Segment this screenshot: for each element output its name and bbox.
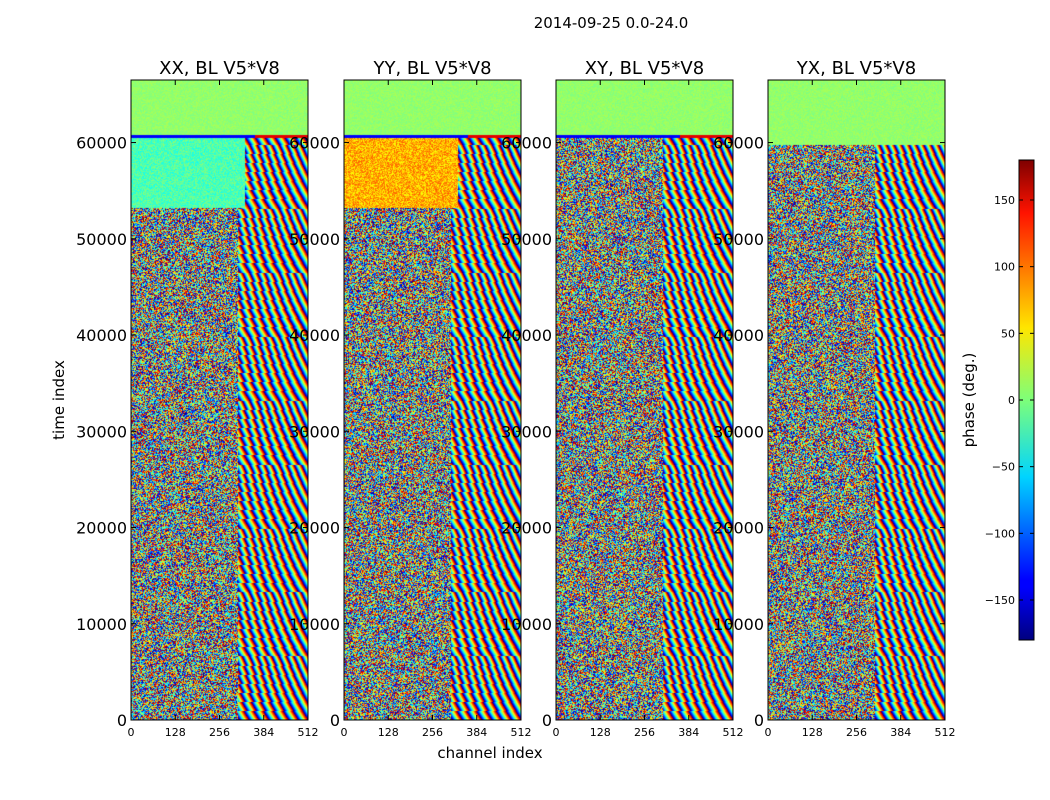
x-tick-label: 384 (678, 726, 699, 739)
x-tick-label: 128 (165, 726, 186, 739)
heatmap-xx (131, 80, 308, 720)
x-tick-label: 512 (298, 726, 319, 739)
panel-yy: YY, BL V5*V8 0 128 256 384 512 0 10000 20000 3000… (289, 58, 531, 739)
y-tick-label: 50000 (501, 230, 552, 249)
y-tick-label: 40000 (713, 326, 764, 345)
x-tick-label: 384 (253, 726, 274, 739)
x-tick-label: 0 (765, 726, 772, 739)
x-tick-label: 512 (723, 726, 744, 739)
y-tick-label: 20000 (501, 519, 552, 538)
y-tick-label: 20000 (289, 519, 340, 538)
y-tick-label: 40000 (76, 326, 127, 345)
y-tick-label: 10000 (713, 615, 764, 634)
y-tick-label: 0 (330, 711, 340, 730)
y-tick-label: 60000 (76, 134, 127, 153)
y-tick-label: 40000 (501, 326, 552, 345)
colorbar-label: phase (deg.) (960, 353, 978, 448)
y-tick-label: 60000 (501, 134, 552, 153)
x-tick-label: 512 (935, 726, 956, 739)
x-tick-label: 384 (890, 726, 911, 739)
y-tick-label: 60000 (713, 134, 764, 153)
y-tick-label: 0 (542, 711, 552, 730)
x-tick-label: 0 (553, 726, 560, 739)
y-tick-label: 30000 (501, 422, 552, 441)
x-tick-label: 384 (466, 726, 487, 739)
y-tick-label: 50000 (713, 230, 764, 249)
figure-title: 2014-09-25 0.0-24.0 (534, 14, 689, 32)
colorbar-tick-label: −50 (992, 461, 1015, 474)
x-tick-label: 128 (802, 726, 823, 739)
x-axis-label: channel index (437, 744, 542, 762)
y-tick-label: 10000 (501, 615, 552, 634)
y-tick-label: 50000 (289, 230, 340, 249)
panel-yx: YX, BL V5*V8 0 128 256 384 512 0 10000 20000 3000… (713, 58, 955, 739)
y-tick-label: 10000 (76, 615, 127, 634)
x-tick-label: 256 (634, 726, 655, 739)
x-tick-label: 0 (128, 726, 135, 739)
panels-group: XX, BL V5*V8 0 128 256 384 512 0 10000 20000 3000… (76, 58, 955, 739)
x-tick-label: 256 (209, 726, 230, 739)
colorbar-tick-label: 100 (994, 261, 1015, 274)
panel-title: XY, BL V5*V8 (585, 58, 704, 79)
heatmap-yx (768, 80, 945, 720)
colorbar-tick-label: −100 (985, 527, 1015, 540)
panel-title: XX, BL V5*V8 (159, 58, 280, 79)
y-tick-label: 0 (754, 711, 764, 730)
y-tick-label: 0 (117, 711, 127, 730)
y-tick-label: 20000 (76, 519, 127, 538)
heatmap-xy (556, 80, 733, 720)
panel-xy: XY, BL V5*V8 0 128 256 384 512 0 10000 20000 3000… (501, 58, 743, 739)
panel-title: YY, BL V5*V8 (372, 58, 491, 79)
colorbar-tick-label: 0 (1008, 394, 1015, 407)
y-tick-label: 20000 (713, 519, 764, 538)
y-axis-label: time index (50, 360, 68, 440)
x-tick-label: 256 (846, 726, 867, 739)
y-tick-label: 30000 (713, 422, 764, 441)
y-tick-label: 30000 (76, 422, 127, 441)
x-tick-label: 256 (422, 726, 443, 739)
y-tick-label: 60000 (289, 134, 340, 153)
x-tick-label: 512 (511, 726, 532, 739)
panel-xx: XX, BL V5*V8 0 128 256 384 512 0 10000 20000 3000… (76, 58, 318, 739)
heatmap-yy (344, 80, 521, 720)
y-tick-label: 10000 (289, 615, 340, 634)
y-tick-label: 30000 (289, 422, 340, 441)
colorbar-tick-label: 50 (1001, 327, 1015, 340)
colorbar-tick-label: −150 (985, 594, 1015, 607)
x-tick-label: 0 (341, 726, 348, 739)
x-tick-label: 128 (590, 726, 611, 739)
panel-title: YX, BL V5*V8 (796, 58, 916, 79)
y-tick-label: 50000 (76, 230, 127, 249)
colorbar: −150 −100 −50 0 50 100 150 phase (deg.) (960, 159, 1035, 641)
colorbar-tick-label: 150 (994, 194, 1015, 207)
y-tick-label: 40000 (289, 326, 340, 345)
x-tick-label: 128 (378, 726, 399, 739)
